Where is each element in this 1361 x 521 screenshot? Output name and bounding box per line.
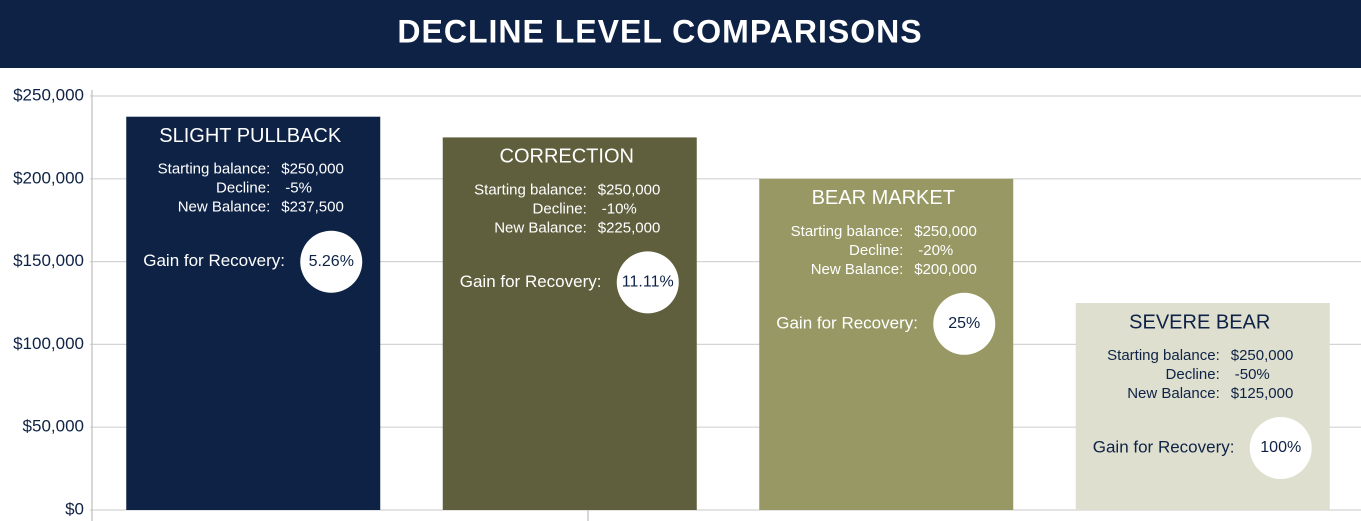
detail-value: -10% <box>602 200 637 217</box>
detail-label: New Balance: <box>811 261 904 278</box>
detail-label: Starting balance: <box>791 223 904 240</box>
detail-value: -20% <box>918 242 953 259</box>
bar <box>126 116 381 510</box>
detail-label: Starting balance: <box>158 161 271 178</box>
bar-title: SEVERE BEAR <box>1129 311 1270 333</box>
gain-circle <box>300 230 363 293</box>
detail-label: New Balance: <box>1127 385 1220 402</box>
detail-value: -5% <box>285 180 312 197</box>
gain-circle <box>616 251 679 314</box>
gain-circle <box>1249 417 1312 479</box>
detail-label: Starting balance: <box>1107 347 1220 364</box>
gain-label: Gain for Recovery: <box>776 313 918 332</box>
detail-value: $250,000 <box>281 161 344 178</box>
chart-title: DECLINE LEVEL COMPARISONS <box>397 13 922 49</box>
y-tick-label: $250,000 <box>13 85 84 104</box>
detail-value: $200,000 <box>914 261 977 278</box>
gain-value: 100% <box>1260 439 1301 456</box>
detail-label: Decline: <box>216 180 270 197</box>
detail-value: $250,000 <box>914 223 977 240</box>
detail-label: New Balance: <box>178 199 271 216</box>
detail-value: $125,000 <box>1231 385 1294 402</box>
detail-label: Decline: <box>1166 366 1220 383</box>
detail-value: $237,500 <box>281 199 344 216</box>
y-tick-label: $150,000 <box>13 251 84 270</box>
bar-title: SLIGHT PULLBACK <box>159 125 342 147</box>
y-tick-label: $50,000 <box>23 417 84 436</box>
title-banner <box>0 0 1361 68</box>
y-tick-label: $200,000 <box>13 168 84 187</box>
gain-value: 25% <box>948 315 980 332</box>
detail-label: New Balance: <box>494 219 587 236</box>
y-tick-label: $0 <box>65 499 84 518</box>
detail-value: $225,000 <box>598 219 661 236</box>
gain-label: Gain for Recovery: <box>460 272 602 291</box>
gain-label: Gain for Recovery: <box>143 251 285 270</box>
bar <box>442 137 697 510</box>
gain-value: 5.26% <box>309 253 354 270</box>
detail-label: Decline: <box>849 242 903 259</box>
detail-value: -50% <box>1235 366 1270 383</box>
detail-label: Decline: <box>533 200 587 217</box>
detail-label: Starting balance: <box>474 181 587 198</box>
bar-title: CORRECTION <box>500 146 634 168</box>
gain-label: Gain for Recovery: <box>1093 437 1235 456</box>
bar <box>1075 303 1330 510</box>
gain-value: 11.11% <box>622 274 674 291</box>
detail-value: $250,000 <box>598 181 661 198</box>
bar-title: BEAR MARKET <box>812 187 955 209</box>
gain-circle <box>933 292 996 355</box>
detail-value: $250,000 <box>1231 347 1294 364</box>
y-tick-label: $100,000 <box>13 334 84 353</box>
